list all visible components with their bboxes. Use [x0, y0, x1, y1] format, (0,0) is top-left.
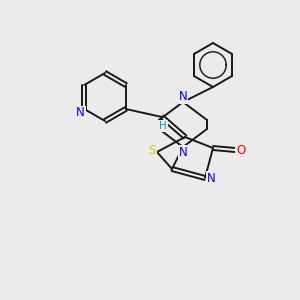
Text: N: N — [178, 91, 188, 103]
Text: O: O — [236, 143, 246, 157]
Text: S: S — [148, 145, 156, 158]
Text: H: H — [159, 121, 167, 131]
Text: N: N — [178, 146, 188, 158]
Text: N: N — [207, 172, 215, 184]
Text: N: N — [76, 106, 85, 119]
